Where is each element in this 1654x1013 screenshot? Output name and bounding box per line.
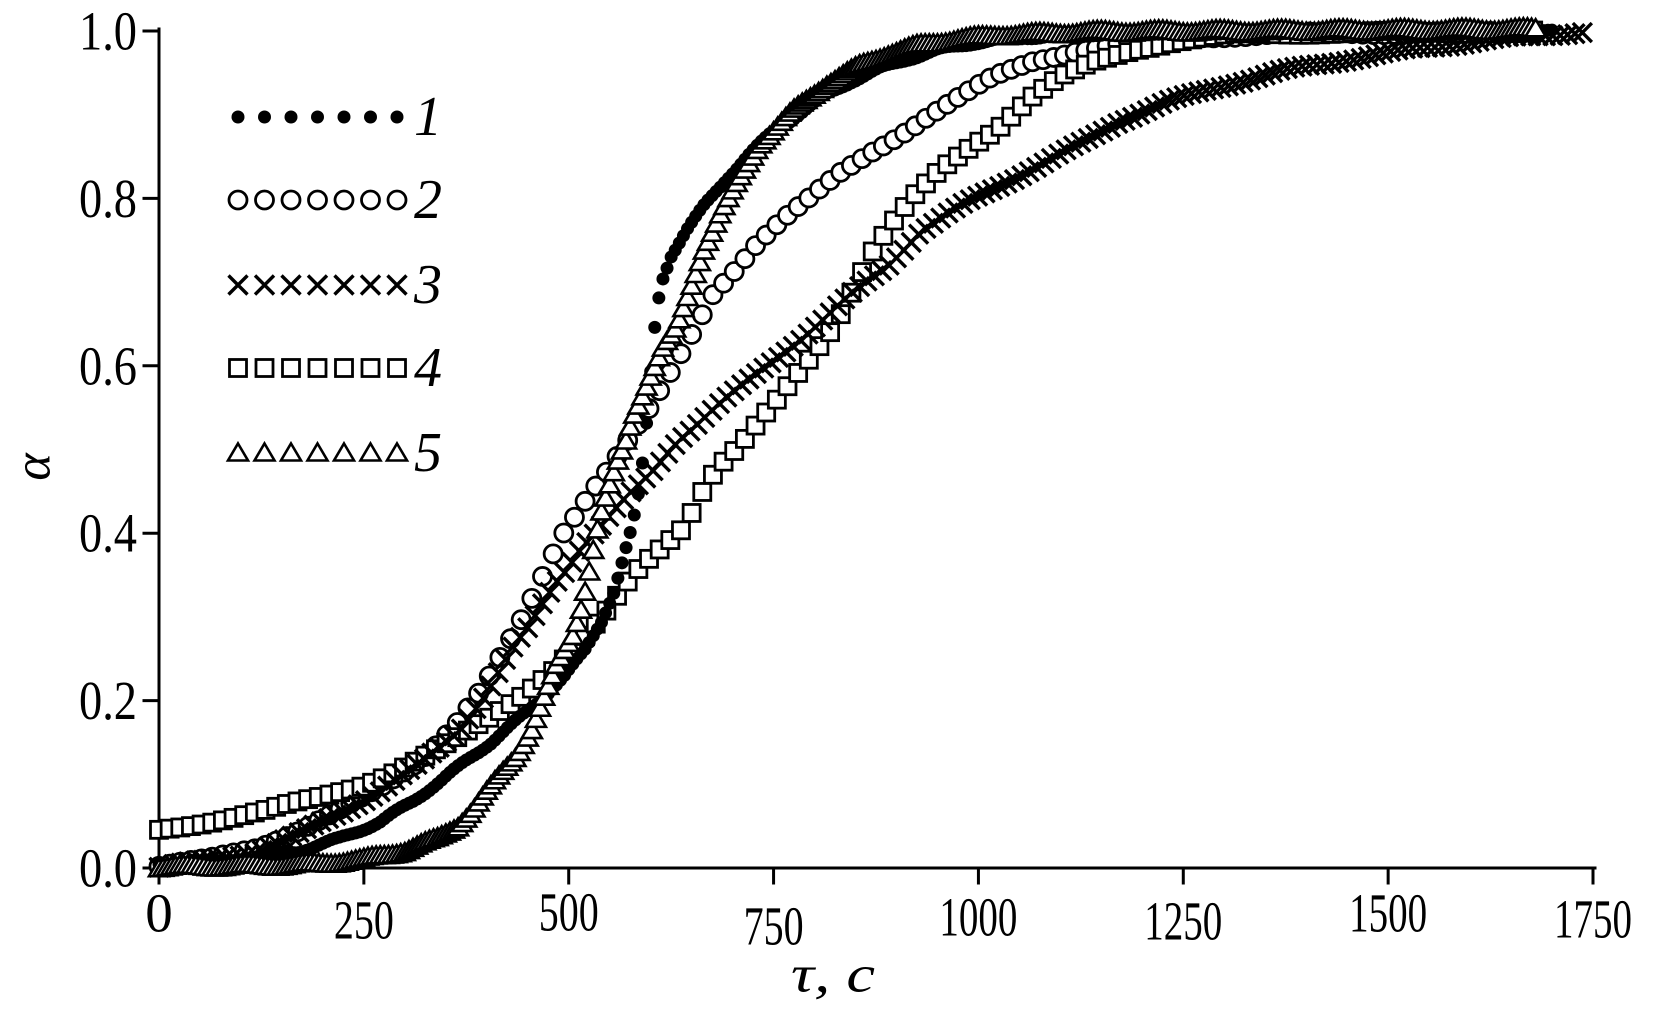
x-tick-label: 1000 xyxy=(939,887,1017,948)
axes xyxy=(142,27,1597,885)
y-tick-label: 1.0 xyxy=(79,1,137,62)
legend-entry-3: 3 xyxy=(227,254,442,316)
x-tick-label: 250 xyxy=(334,890,394,951)
curve-2-open-circles xyxy=(148,20,1544,877)
legend-label-4: 4 xyxy=(414,337,442,399)
x-tick-label: 1500 xyxy=(1349,883,1427,944)
y-tick-label: 0.8 xyxy=(79,168,137,229)
y-tick-label: 0.0 xyxy=(79,838,137,899)
x-tick-label: 750 xyxy=(744,896,804,957)
x-tick-labels: 0 250 500 750 1000 1250 1500 1750 xyxy=(145,882,1632,957)
legend-label-5: 5 xyxy=(414,422,442,484)
legend-entry-4: 4 xyxy=(228,337,442,399)
curve-4-open-squares xyxy=(149,20,1544,840)
y-tick-label: 0.4 xyxy=(79,503,137,564)
y-tick-labels: 0.0 0.2 0.4 0.6 0.8 1.0 xyxy=(79,1,137,899)
x-axis-label: τ, с xyxy=(791,947,875,1004)
legend: 1 2 3 4 5 xyxy=(225,86,442,484)
legend-label-3: 3 xyxy=(413,254,442,316)
y-axis-label: α xyxy=(5,452,62,481)
legend-entry-1: 1 xyxy=(231,86,442,148)
y-tick-label: 0.2 xyxy=(79,670,137,731)
curve-5-open-triangles xyxy=(146,15,1548,878)
legend-entry-5: 5 xyxy=(225,422,442,484)
x-tick-label: 1250 xyxy=(1144,891,1222,952)
legend-entry-2: 2 xyxy=(227,169,442,231)
x-tick-label: 500 xyxy=(539,882,599,943)
x-tick-label: 1750 xyxy=(1554,889,1632,950)
legend-label-1: 1 xyxy=(414,86,442,148)
legend-label-2: 2 xyxy=(414,169,442,231)
y-tick-label: 0.6 xyxy=(79,335,137,396)
x-tick-label: 0 xyxy=(145,883,173,944)
